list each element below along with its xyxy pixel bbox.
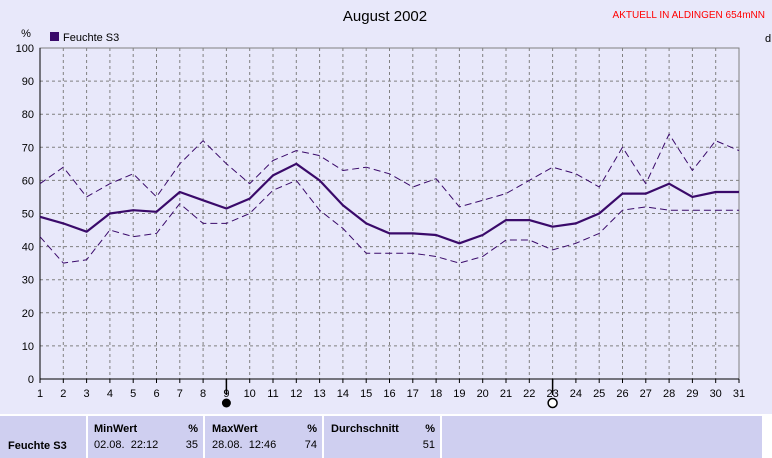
stats-avg-value: 51 bbox=[422, 439, 435, 451]
full-moon-marker bbox=[547, 397, 558, 409]
legend: Feuchte S3 bbox=[50, 32, 119, 44]
y-tick-label: 20 bbox=[22, 308, 34, 320]
x-tick-label: 26 bbox=[616, 388, 628, 400]
stats-min-unit: % bbox=[188, 423, 198, 435]
y-tick-label: 30 bbox=[22, 275, 34, 287]
y-tick-label: 90 bbox=[22, 76, 34, 88]
y-tick-label: 80 bbox=[22, 109, 34, 121]
x-tick-label: 7 bbox=[177, 388, 183, 400]
x-tick-label: 16 bbox=[383, 388, 395, 400]
stats-max-unit: % bbox=[307, 423, 317, 435]
axes: 0102030405060708090100123456789101112131… bbox=[16, 43, 745, 400]
stats-max-cell: MaxWert % 28.08. 12:46 74 bbox=[205, 416, 322, 458]
x-tick-label: 13 bbox=[313, 388, 325, 400]
series bbox=[39, 133, 740, 264]
x-tick-label: 4 bbox=[107, 388, 113, 400]
moon-markers bbox=[221, 379, 558, 409]
x-tick-label: 2 bbox=[60, 388, 66, 400]
grid bbox=[40, 48, 739, 379]
chart: August 2002 AKTUELL IN ALDINGEN 654mNN %… bbox=[16, 8, 771, 409]
y-tick-label: 40 bbox=[22, 242, 34, 254]
stats-avg-cell: Durchschnitt % 51 bbox=[324, 416, 440, 458]
series-line-mean bbox=[39, 162, 739, 245]
x-tick-label: 22 bbox=[523, 388, 535, 400]
x-tick-label: 11 bbox=[267, 388, 278, 400]
x-tick-label: 30 bbox=[710, 388, 722, 400]
stats-avg-unit: % bbox=[425, 423, 435, 435]
x-tick-label: 6 bbox=[153, 388, 159, 400]
x-tick-label: 24 bbox=[570, 388, 582, 400]
x-tick-label: 5 bbox=[130, 388, 136, 400]
y-tick-label: 10 bbox=[22, 341, 34, 353]
stats-min-datetime: 02.08. 22:12 bbox=[94, 439, 159, 451]
x-tick-label: 1 bbox=[37, 388, 43, 400]
stats-row-label-cell: Feuchte S3 bbox=[0, 416, 86, 458]
stats-max-header: MaxWert bbox=[212, 423, 258, 435]
y-tick-label: 50 bbox=[22, 209, 34, 221]
x-tick-label: 10 bbox=[244, 388, 256, 400]
stats-avg-header: Durchschnitt bbox=[331, 423, 399, 435]
stats-max-datetime: 28.08. 12:46 bbox=[212, 439, 277, 451]
y-tick-label: 0 bbox=[28, 374, 34, 386]
y-tick-label: 100 bbox=[16, 43, 34, 55]
x-tick-label: 31 bbox=[733, 388, 745, 400]
series-line-max bbox=[39, 133, 740, 208]
y-axis-label: % bbox=[21, 28, 31, 40]
x-tick-label: 20 bbox=[477, 388, 489, 400]
stats-table: Feuchte S3 MinWert % 02.08. 22:12 35 Max… bbox=[0, 414, 772, 458]
legend-swatch bbox=[50, 32, 59, 41]
x-tick-label: 8 bbox=[200, 388, 206, 400]
stats-max-value: 74 bbox=[304, 439, 317, 451]
stats-row-label: Feuchte S3 bbox=[8, 440, 67, 452]
x-tick-label: 25 bbox=[593, 388, 605, 400]
x-tick-label: 3 bbox=[84, 388, 90, 400]
chart-title: August 2002 bbox=[343, 8, 427, 25]
x-tick-label: 29 bbox=[686, 388, 698, 400]
y-tick-label: 70 bbox=[22, 142, 34, 154]
y-tick-label: 60 bbox=[22, 175, 34, 187]
new-moon-marker bbox=[221, 398, 231, 408]
x-tick-label: 19 bbox=[453, 388, 465, 400]
legend-label: Feuchte S3 bbox=[63, 32, 119, 44]
chart-subtitle: AKTUELL IN ALDINGEN 654mNN bbox=[613, 10, 765, 21]
stats-min-cell: MinWert % 02.08. 22:12 35 bbox=[88, 416, 203, 458]
stats-min-value: 35 bbox=[185, 439, 198, 451]
x-tick-label: 28 bbox=[663, 388, 675, 400]
stats-min-header: MinWert bbox=[94, 423, 138, 435]
right-axis-label: d bbox=[765, 33, 771, 45]
x-tick-label: 14 bbox=[337, 388, 349, 400]
x-tick-label: 21 bbox=[500, 388, 512, 400]
x-tick-label: 27 bbox=[640, 388, 652, 400]
x-tick-label: 12 bbox=[290, 388, 302, 400]
series-line-min bbox=[39, 179, 739, 264]
x-tick-label: 15 bbox=[360, 388, 372, 400]
x-tick-label: 18 bbox=[430, 388, 442, 400]
x-tick-label: 17 bbox=[407, 388, 419, 400]
stats-empty-cell bbox=[442, 416, 762, 458]
